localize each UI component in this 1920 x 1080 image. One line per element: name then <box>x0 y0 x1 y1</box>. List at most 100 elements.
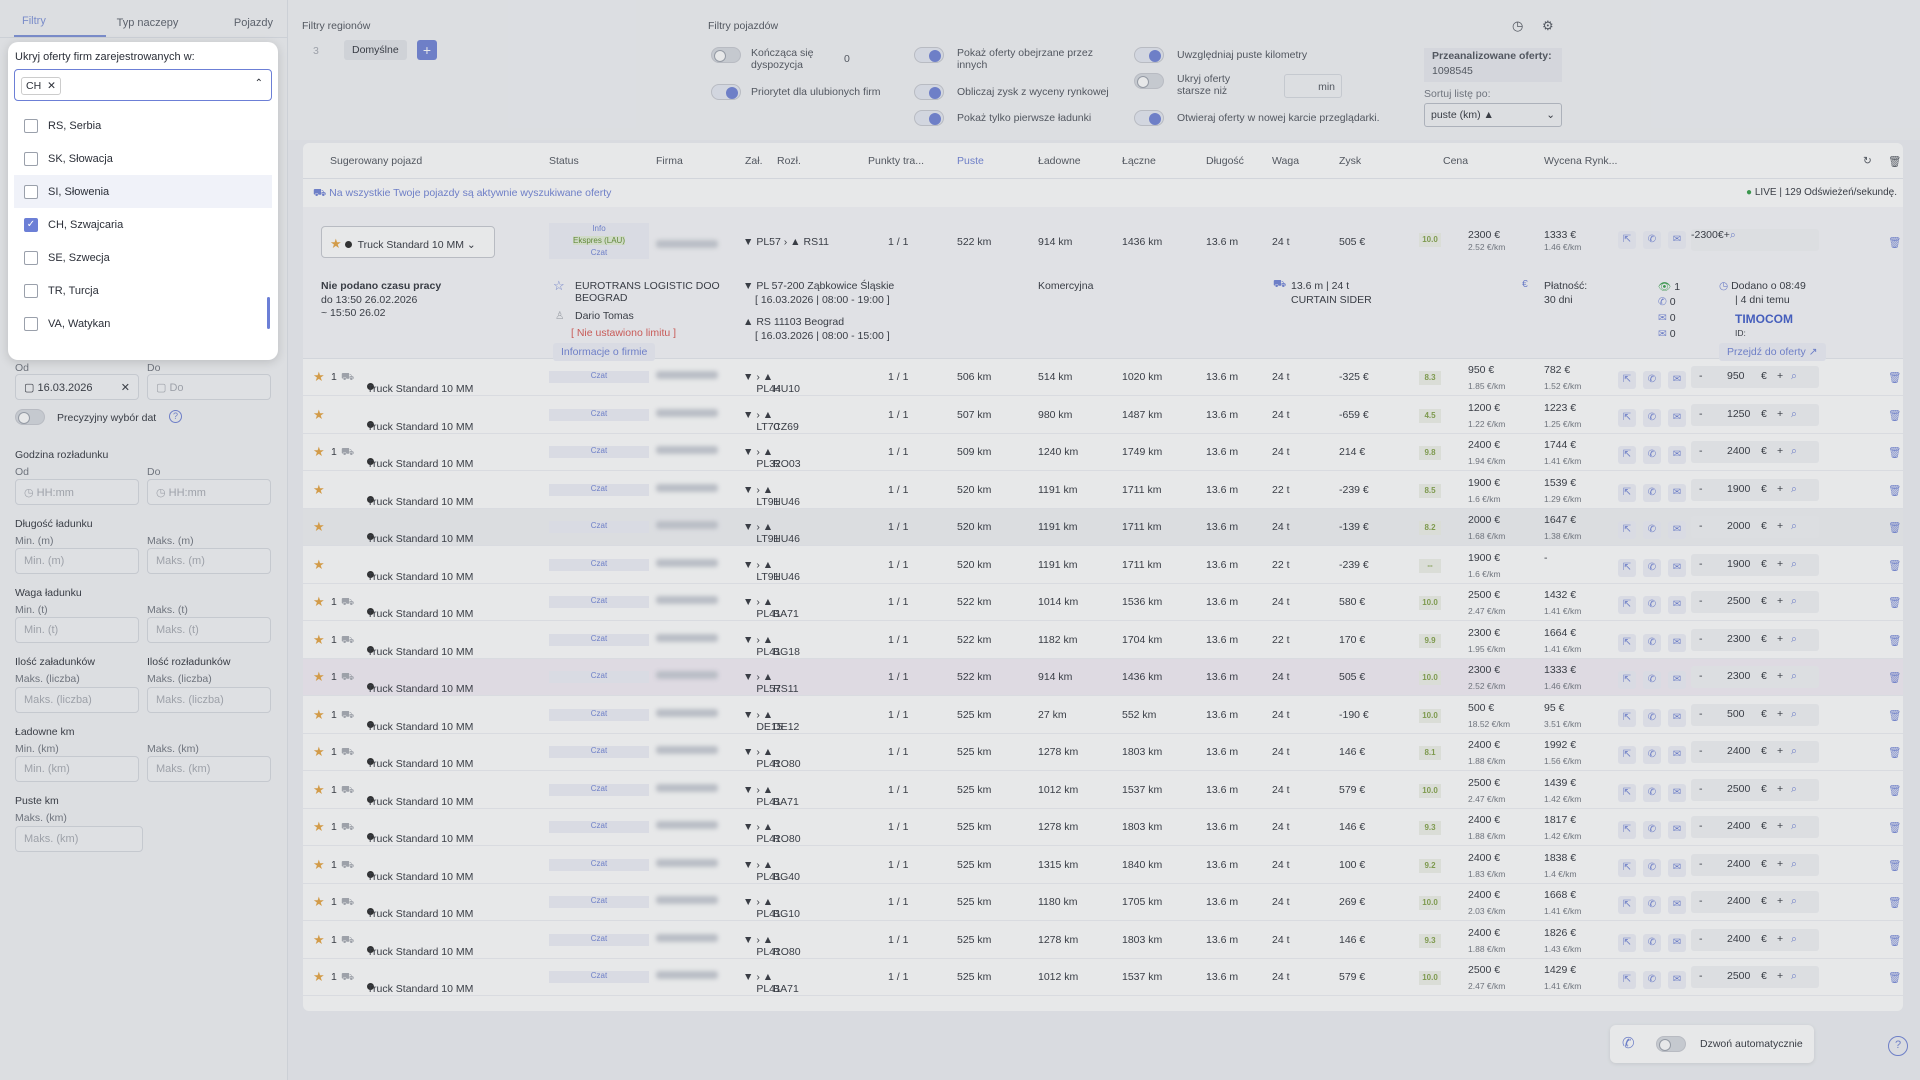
precise-dates-toggle[interactable] <box>15 409 45 425</box>
star-icon[interactable]: ★ <box>313 781 325 797</box>
country-option[interactable]: SK, Słowacja <box>14 142 272 175</box>
help-float-icon[interactable]: ? <box>1888 1036 1908 1056</box>
mail-icon[interactable]: ✉ <box>1668 821 1686 839</box>
status-stack[interactable]: Info Ekspres (LAU) Czat <box>549 223 649 259</box>
delete-icon[interactable]: 🗑 <box>1888 409 1902 422</box>
price-stepper[interactable]: - 2300 € + ⌕ <box>1691 628 1819 651</box>
plus-button[interactable]: + <box>1777 482 1784 495</box>
unload-from-input[interactable]: ◷ HH:mm <box>15 479 139 505</box>
phone-icon[interactable]: ✆ <box>1643 746 1661 764</box>
mail-icon[interactable]: ✉ <box>1668 858 1686 877</box>
star-icon[interactable]: ★ <box>313 594 325 609</box>
add-region-button[interactable]: + <box>417 40 437 60</box>
calculator-icon[interactable]: ⌕ <box>1791 707 1797 720</box>
minus-button[interactable]: - <box>1699 445 1703 457</box>
phone-icon[interactable]: ✆ <box>1643 708 1661 727</box>
status-badge[interactable]: Czat <box>549 371 649 383</box>
trash-icon[interactable]: 🗑 <box>1888 156 1902 168</box>
header-unload[interactable]: Rozł. <box>777 155 801 167</box>
phone-icon[interactable]: ✆ <box>1643 231 1661 249</box>
mail-icon[interactable]: ✉ <box>1668 971 1686 989</box>
table-row[interactable]: ★ 1 ⛟ Truck Standard 10 MM Czat ▼ PL41 › ▲ RO… <box>303 922 1903 959</box>
phone-icon[interactable]: ✆ <box>1643 783 1661 802</box>
phone-icon[interactable]: ✆ <box>1643 521 1661 539</box>
share-icon[interactable]: ⇱ <box>1618 858 1636 877</box>
checkbox[interactable] <box>24 283 38 298</box>
calculator-icon[interactable]: ⌕ <box>1729 229 1736 241</box>
calculator-icon[interactable]: ⌕ <box>1791 520 1797 532</box>
mail-icon[interactable]: ✉ <box>1668 558 1686 577</box>
delete-icon[interactable]: 🗑 <box>1888 972 1902 984</box>
delete-icon[interactable]: 🗑 <box>1888 897 1902 909</box>
region-default-chip[interactable]: Domyślne <box>344 40 407 60</box>
phone-icon[interactable]: ✆ <box>1643 971 1661 989</box>
plus-button[interactable]: + <box>1723 229 1730 241</box>
minus-button[interactable]: - <box>1699 407 1703 420</box>
phone-icon[interactable]: ✆ <box>1643 896 1661 914</box>
checkbox[interactable] <box>24 184 38 199</box>
clear-icon[interactable]: ✕ <box>120 382 130 394</box>
loaded-km-min-input[interactable]: Min. (km) <box>15 756 139 782</box>
table-row[interactable]: ★ 1 ⛟ Truck Standard 10 MM Czat ▼ PL44 › ▲ HU… <box>303 359 1903 396</box>
plus-button[interactable]: + <box>1777 820 1784 832</box>
minus-button[interactable]: - <box>1699 970 1703 982</box>
plus-button[interactable]: + <box>1777 970 1784 982</box>
status-badge[interactable]: Czat <box>549 596 649 608</box>
calculator-icon[interactable]: ⌕ <box>1791 745 1797 757</box>
minus-button[interactable]: - <box>1699 670 1703 682</box>
table-row[interactable]: ★ 1 ⛟ Truck Standard 10 MM Czat ▼ PL41 › ▲ RO… <box>303 809 1903 846</box>
share-icon[interactable]: ⇱ <box>1618 483 1636 502</box>
delete-icon[interactable]: 🗑 <box>1888 484 1902 497</box>
mail-icon[interactable]: ✉ <box>1668 671 1686 689</box>
country-option[interactable]: TR, Turcja <box>14 274 272 307</box>
price-stepper[interactable]: - 2400 € + ⌕ <box>1691 891 1819 913</box>
plus-button[interactable]: + <box>1777 632 1784 645</box>
minus-button[interactable]: - <box>1699 707 1703 720</box>
share-icon[interactable]: ⇱ <box>1618 896 1636 914</box>
plus-button[interactable]: + <box>1777 445 1784 457</box>
mail-icon[interactable]: ✉ <box>1668 371 1686 389</box>
refresh-icon[interactable]: ↻ <box>1863 155 1872 167</box>
table-row[interactable]: ★ 1 ⛟ Truck Standard 10 MM Czat ▼ DE15 › ▲ DE… <box>303 697 1903 734</box>
length-min-input[interactable]: Min. (m) <box>15 548 139 574</box>
mail-icon[interactable]: ✉ <box>1668 596 1686 614</box>
seen-toggle[interactable] <box>914 47 944 63</box>
mail-icon[interactable]: ✉ <box>1668 708 1686 727</box>
calculator-icon[interactable]: ⌕ <box>1791 407 1797 420</box>
minus-button[interactable]: - <box>1699 932 1703 945</box>
options-scrollbar[interactable] <box>267 297 270 329</box>
status-badge[interactable]: Czat <box>549 408 649 421</box>
table-row[interactable]: ★ 1 ⛟ Truck Standard 10 MM Czat ▼ PL41 › ▲ RO… <box>303 734 1903 771</box>
table-row[interactable]: ★ 1 ⛟ Truck Standard 10 MM Czat ▼ PL57 › ▲ RS… <box>303 659 1903 696</box>
price-stepper[interactable]: - 500 € + ⌕ <box>1691 703 1819 726</box>
date-from-input[interactable]: ▢ 16.03.2026 ✕ <box>15 374 139 400</box>
star-icon[interactable]: ★ <box>313 744 325 759</box>
plus-button[interactable]: + <box>1777 370 1784 382</box>
price-stepper[interactable]: - 1900 € + ⌕ <box>1691 553 1819 576</box>
share-icon[interactable]: ⇱ <box>1618 231 1636 249</box>
share-icon[interactable]: ⇱ <box>1618 521 1636 539</box>
star-outline-icon[interactable]: ☆ <box>553 278 565 293</box>
older-toggle[interactable] <box>1134 73 1164 89</box>
calculator-icon[interactable]: ⌕ <box>1791 857 1797 870</box>
share-icon[interactable]: ⇱ <box>1618 708 1636 727</box>
empty-km-max-input[interactable]: Maks. (km) <box>15 826 143 852</box>
calculator-icon[interactable]: ⌕ <box>1791 632 1797 645</box>
delete-icon[interactable]: 🗑 <box>1888 747 1902 759</box>
delete-icon[interactable]: 🗑 <box>1888 237 1902 249</box>
mail-icon[interactable]: ✉ <box>1668 408 1686 427</box>
header-market[interactable]: Wycena Rynk... <box>1544 155 1618 167</box>
status-badge[interactable]: Czat <box>549 971 649 983</box>
header-profit[interactable]: Zysk <box>1339 155 1362 167</box>
phone-icon[interactable]: ✆ <box>1643 633 1661 652</box>
table-row[interactable]: ★ 1 ⛟ Truck Standard 10 MM Czat ▼ PL41 › ▲ BA… <box>303 584 1903 621</box>
loads-max-input[interactable]: Maks. (liczba) <box>15 687 139 713</box>
minus-button[interactable]: - <box>1691 229 1695 241</box>
delete-icon[interactable]: 🗑 <box>1888 672 1902 684</box>
star-icon[interactable]: ★ <box>313 369 325 384</box>
date-to-input[interactable]: ▢ Do <box>147 374 271 400</box>
first-toggle[interactable] <box>914 110 944 126</box>
share-icon[interactable]: ⇱ <box>1618 408 1636 427</box>
table-row[interactable]: ★ 1 ⛟ Truck Standard 10 MM Czat ▼ PL41 › ▲ BA… <box>303 959 1903 996</box>
calculator-icon[interactable]: ⌕ <box>1791 782 1797 795</box>
